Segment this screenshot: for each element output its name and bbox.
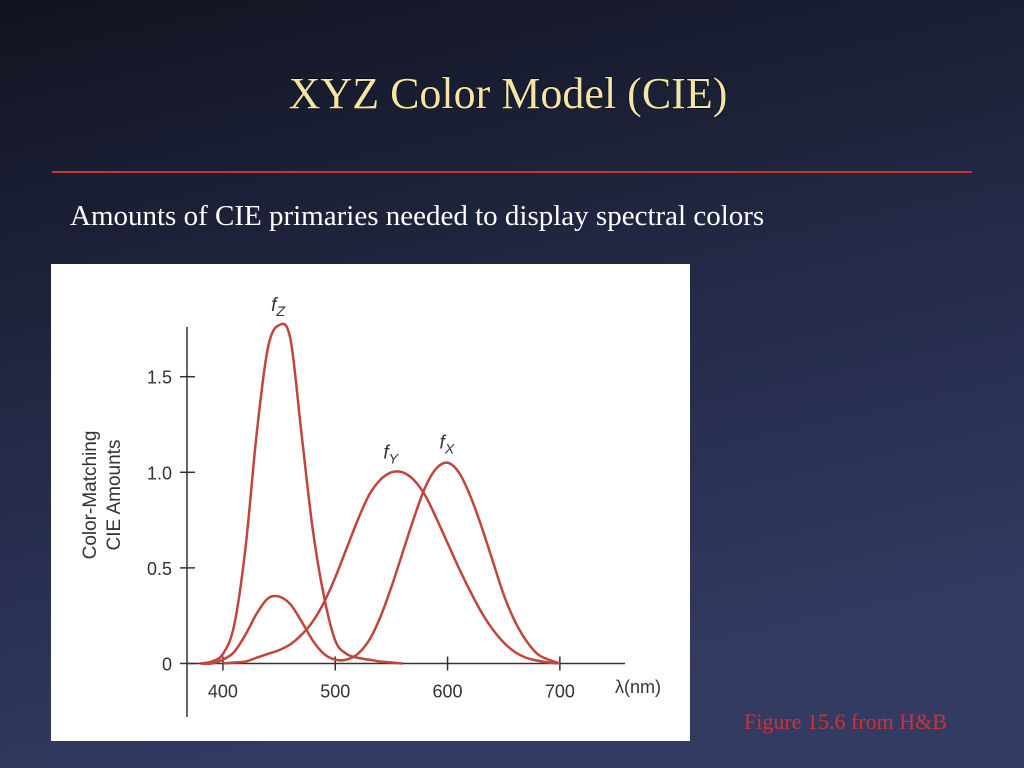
y-axis-label: CIE Amounts [104,440,125,551]
y-tick-label: 0.5 [147,559,172,579]
series-label: fZ [271,295,285,319]
series-label: fX [440,433,455,457]
series-line [200,461,561,666]
subtitle: Amounts of CIE primaries needed to displ… [70,200,764,232]
y-tick-label: 0 [162,654,172,674]
figure-panel [51,264,690,741]
series-label: fY [383,442,399,466]
y-tick-label: 1.5 [147,368,172,388]
x-tick-label: 500 [320,681,350,701]
y-axis-label: Color-Matching [80,431,101,560]
x-axis-label: λ(nm) [615,677,661,697]
caption: Figure 15.6 from H&B [744,709,947,734]
series-line [200,322,403,665]
slide-title: XYZ Color Model (CIE) [289,69,728,118]
x-tick-label: 700 [545,681,575,701]
x-tick-label: 400 [208,681,238,701]
y-tick-label: 1.0 [147,463,172,483]
series-line [222,470,560,665]
x-tick-label: 600 [433,681,463,701]
